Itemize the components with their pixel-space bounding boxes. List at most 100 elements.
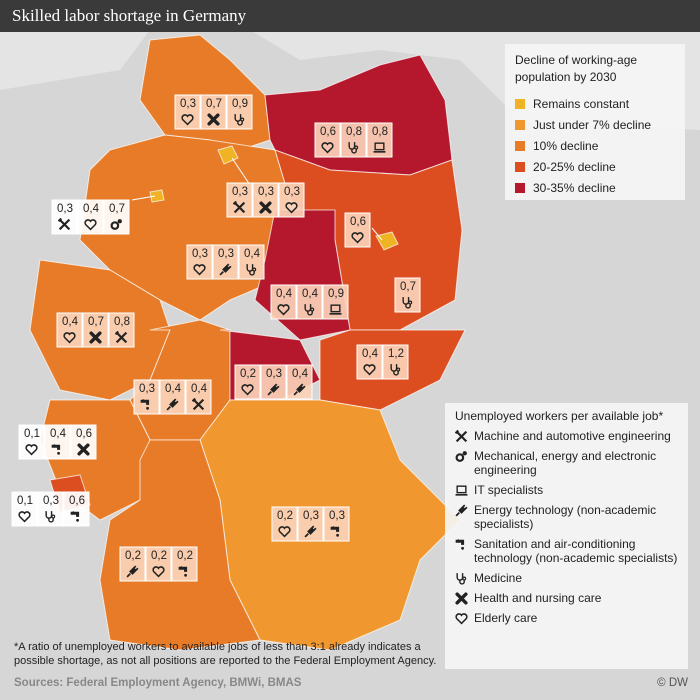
cell: 0,4 xyxy=(356,344,383,380)
region-box: 0,4 1,2 xyxy=(356,344,409,380)
legend-item: Sanitation and air-conditioning technolo… xyxy=(455,537,678,565)
legend-label: 20-25% decline xyxy=(533,160,616,174)
cell-bg xyxy=(226,182,253,218)
cell: 0,9 xyxy=(322,284,349,320)
region-box: 0,3 0,4 0,4 xyxy=(133,379,212,415)
cell: 0,3 xyxy=(278,182,305,218)
cell-bg xyxy=(394,277,421,313)
cell: 0,4 xyxy=(77,199,104,235)
cell: 0,3 xyxy=(252,182,279,218)
cell-bg xyxy=(108,312,135,348)
region-box: 0,2 0,3 0,3 xyxy=(271,506,350,542)
cell-bg xyxy=(82,312,109,348)
cell-bg xyxy=(286,364,313,400)
title: Skilled labor shortage in Germany xyxy=(12,6,247,25)
cell-bg xyxy=(252,182,279,218)
cell: 0,4 xyxy=(44,424,71,460)
cell-value: 0,6 xyxy=(69,495,85,507)
legend-label: Just under 7% decline xyxy=(533,118,652,132)
region-box: 0,3 0,3 0,3 xyxy=(226,182,305,218)
legend-item: 10% decline xyxy=(515,138,675,154)
legend-item: Energy technology (non-academic speciali… xyxy=(455,503,678,531)
legend-swatch xyxy=(515,183,525,193)
legend-swatch xyxy=(515,99,525,109)
legend-item: Remains constant xyxy=(515,96,675,112)
cell-value: 0,4 xyxy=(276,288,293,300)
region-box: 0,3 0,3 0,4 xyxy=(186,244,265,280)
city-state xyxy=(149,189,165,203)
cell: 0,3 xyxy=(186,244,213,280)
sources: Sources: Federal Employment Agency, BMWi… xyxy=(14,677,302,689)
state xyxy=(99,439,261,651)
cell: 0,4 xyxy=(159,379,186,415)
cell-value: 1,2 xyxy=(388,348,404,360)
legend-label: Medicine xyxy=(474,571,523,585)
legend-swatch xyxy=(515,120,525,130)
cell-value: 0,2 xyxy=(277,510,293,522)
cell: 0,4 xyxy=(56,312,83,348)
icon xyxy=(456,539,464,550)
cell: 0,4 xyxy=(296,284,323,320)
cell-value: 0,6 xyxy=(350,216,366,228)
cell: 0,8 xyxy=(108,312,135,348)
icon xyxy=(456,486,468,495)
region-box: 0,6 xyxy=(344,212,371,248)
legend-label: Sanitation and air-conditioning technolo… xyxy=(474,537,678,565)
cell: 0,4 xyxy=(185,379,212,415)
cell-value: 0,2 xyxy=(240,368,256,380)
cell-bg xyxy=(212,244,239,280)
legend-item: Health and nursing care xyxy=(455,591,678,605)
cell: 0,1 xyxy=(11,491,38,527)
legend-label: 10% decline xyxy=(533,139,599,153)
legend-icon xyxy=(455,450,468,463)
legend-icon xyxy=(455,504,468,517)
cell-value: 0,7 xyxy=(206,98,222,110)
legend-label: Health and nursing care xyxy=(474,591,602,605)
cell: 0,3 xyxy=(323,506,350,542)
legend-label: 30-35% decline xyxy=(533,181,616,195)
cell: 0,3 xyxy=(226,182,253,218)
cell-bg xyxy=(297,506,324,542)
cell-value: 0,4 xyxy=(362,348,379,360)
icon xyxy=(456,614,467,623)
cell-value: 0,3 xyxy=(232,186,248,198)
cell-bg xyxy=(340,122,367,158)
cell-value: 0,2 xyxy=(151,550,167,562)
footnote: *A ratio of unemployed workers to availa… xyxy=(14,641,437,667)
cell-bg xyxy=(56,312,83,348)
cell-value: 0,7 xyxy=(400,281,416,293)
cell: 0,8 xyxy=(340,122,367,158)
city-state xyxy=(375,231,399,251)
legend-item: Medicine xyxy=(455,571,678,585)
icon xyxy=(456,431,467,442)
cell: 0,3 xyxy=(37,491,64,527)
cell-bg xyxy=(70,424,97,460)
cell: 0,6 xyxy=(344,212,371,248)
cell: 0,2 xyxy=(145,546,172,582)
header: Skilled labor shortage in Germany xyxy=(0,0,700,32)
cell-value: 0,2 xyxy=(177,550,193,562)
cell: 0,2 xyxy=(271,506,298,542)
cell-value: 0,6 xyxy=(76,428,92,440)
legend-label: IT specialists xyxy=(474,483,544,497)
cell-value: 0,7 xyxy=(88,316,104,328)
legend-swatch xyxy=(515,162,525,172)
states xyxy=(29,34,466,651)
pointer xyxy=(131,195,156,201)
cell-bg xyxy=(185,379,212,415)
icon xyxy=(457,594,466,603)
legend-icon xyxy=(455,430,468,443)
cell: 0,7 xyxy=(200,94,227,130)
legend-icon xyxy=(455,484,468,497)
legend-swatch xyxy=(515,141,525,151)
cell-bg xyxy=(260,364,287,400)
cell-bg xyxy=(37,491,64,527)
legend-icon xyxy=(455,538,468,551)
cell-value: 0,3 xyxy=(57,203,73,215)
cell-value: 0,8 xyxy=(346,126,362,138)
state xyxy=(139,34,271,151)
legend-label: Elderly care xyxy=(474,611,538,625)
region-box: 0,2 0,2 0,2 xyxy=(119,546,198,582)
cell-bg xyxy=(226,94,253,130)
